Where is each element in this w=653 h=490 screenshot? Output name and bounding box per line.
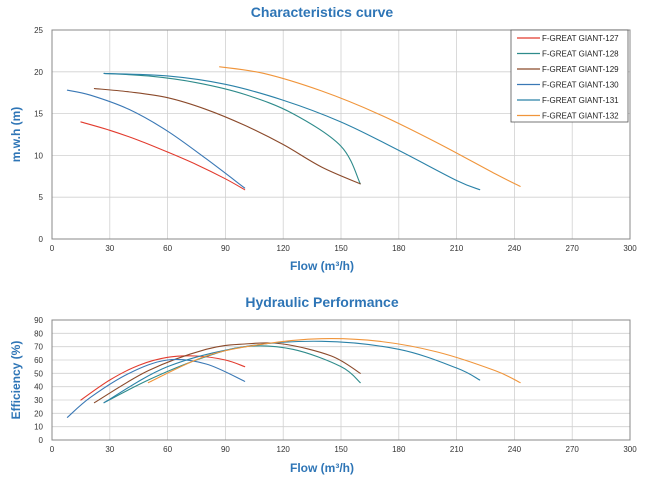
hydraulic-performance-chart: Hydraulic Performance 0 30 60 90 120 150 180 21… (9, 294, 637, 475)
chart1-series (66, 66, 521, 191)
chart2-xtick-label: 240 (508, 445, 522, 454)
chart1-legend: F-GREAT GIANT-127 F-GREAT GIANT-128 F-GREA… (510, 29, 629, 123)
chart1-ytick-label: 15 (34, 110, 43, 119)
chart2-xtick-label: 30 (105, 445, 114, 454)
chart2-ytick-label: 10 (34, 423, 43, 432)
chart2-xlabel: Flow (m³/h) (290, 461, 354, 475)
chart1-xtick-label: 60 (163, 244, 172, 253)
chart2-xtick-label: 300 (623, 445, 637, 454)
chart1-xtick-label: 240 (508, 244, 522, 253)
chart2-ytick-label: 40 (34, 383, 43, 392)
chart1-xtick-label: 150 (334, 244, 348, 253)
chart2-grid (51, 319, 631, 441)
chart1-xtick-label: 270 (566, 244, 580, 253)
chart2-ytick-label: 0 (39, 436, 44, 445)
chart1-ylabel: m.w.h (m) (9, 107, 23, 163)
chart1-xtick-label: 120 (277, 244, 291, 253)
chart1-ytick-label: 20 (34, 68, 43, 77)
chart2-series-line-f-great-giant-130 (66, 358, 246, 418)
chart2-xtick-label: 150 (334, 445, 348, 454)
chart1-ticks: 0 30 60 90 120 150 180 210 240 270 300 0 5 10 15 20 25 (34, 26, 637, 253)
chart1-xtick-label: 0 (50, 244, 55, 253)
chart2-xtick-label: 120 (277, 445, 291, 454)
chart2-plot-frame (51, 319, 631, 441)
chart2-ytick-label: 20 (34, 409, 43, 418)
chart2-series-line-f-great-giant-127 (80, 355, 246, 401)
chart2-ytick-label: 50 (34, 369, 43, 378)
legend-entry: F-GREAT GIANT-128 (542, 50, 619, 59)
characteristics-chart: Characteristics curve 0 30 60 90 120 150 180 21… (9, 4, 637, 273)
chart1-ytick-label: 25 (34, 26, 43, 35)
chart2-series-line-f-great-giant-131 (103, 340, 481, 404)
legend-entry: F-GREAT GIANT-130 (542, 81, 619, 90)
chart2-xtick-label: 180 (392, 445, 406, 454)
legend-entry: F-GREAT GIANT-127 (542, 34, 619, 43)
chart1-xtick-label: 210 (450, 244, 464, 253)
chart1-series-line-f-great-giant-131 (103, 72, 481, 191)
chart1-series-line-f-great-giant-129 (93, 87, 361, 185)
chart2-ylabel: Efficiency (%) (9, 341, 23, 420)
chart1-plot-frame (51, 29, 631, 240)
chart1-xtick-label: 90 (221, 244, 230, 253)
chart2-xtick-label: 90 (221, 445, 230, 454)
chart2-ytick-label: 90 (34, 316, 43, 325)
chart1-series-line-f-great-giant-132 (219, 66, 521, 187)
chart2-ytick-label: 60 (34, 356, 43, 365)
chart1-xtick-label: 180 (392, 244, 406, 253)
chart2-series-line-f-great-giant-132 (147, 338, 521, 384)
chart2-series-line-f-great-giant-129 (93, 342, 361, 404)
chart2-xtick-label: 0 (50, 445, 55, 454)
chart1-ytick-label: 5 (39, 193, 44, 202)
chart1-xtick-label: 30 (105, 244, 114, 253)
chart2-series (66, 338, 521, 418)
chart1-series-line-f-great-giant-130 (66, 89, 246, 189)
chart2-ticks: 0 30 60 90 120 150 180 210 240 270 300 0 10 20 30 40 50 6… (34, 316, 637, 454)
chart1-ytick-label: 0 (39, 235, 44, 244)
chart2-ytick-label: 30 (34, 396, 43, 405)
chart2-xtick-label: 270 (566, 445, 580, 454)
chart1-ytick-label: 10 (34, 151, 43, 160)
chart2-xtick-label: 210 (450, 445, 464, 454)
chart1-series-line-f-great-giant-127 (80, 121, 246, 191)
legend-entry: F-GREAT GIANT-132 (542, 112, 619, 121)
chart1-series-line-f-great-giant-128 (103, 72, 361, 185)
legend-entry: F-GREAT GIANT-131 (542, 96, 619, 105)
legend-box (510, 29, 629, 123)
chart2-ytick-label: 70 (34, 343, 43, 352)
chart1-xlabel: Flow (m³/h) (290, 259, 354, 273)
chart1-title: Characteristics curve (251, 4, 394, 20)
chart2-xtick-label: 60 (163, 445, 172, 454)
chart1-xtick-label: 300 (623, 244, 637, 253)
chart2-title: Hydraulic Performance (245, 294, 398, 310)
legend-entry: F-GREAT GIANT-129 (542, 65, 619, 74)
chart2-ytick-label: 80 (34, 329, 43, 338)
